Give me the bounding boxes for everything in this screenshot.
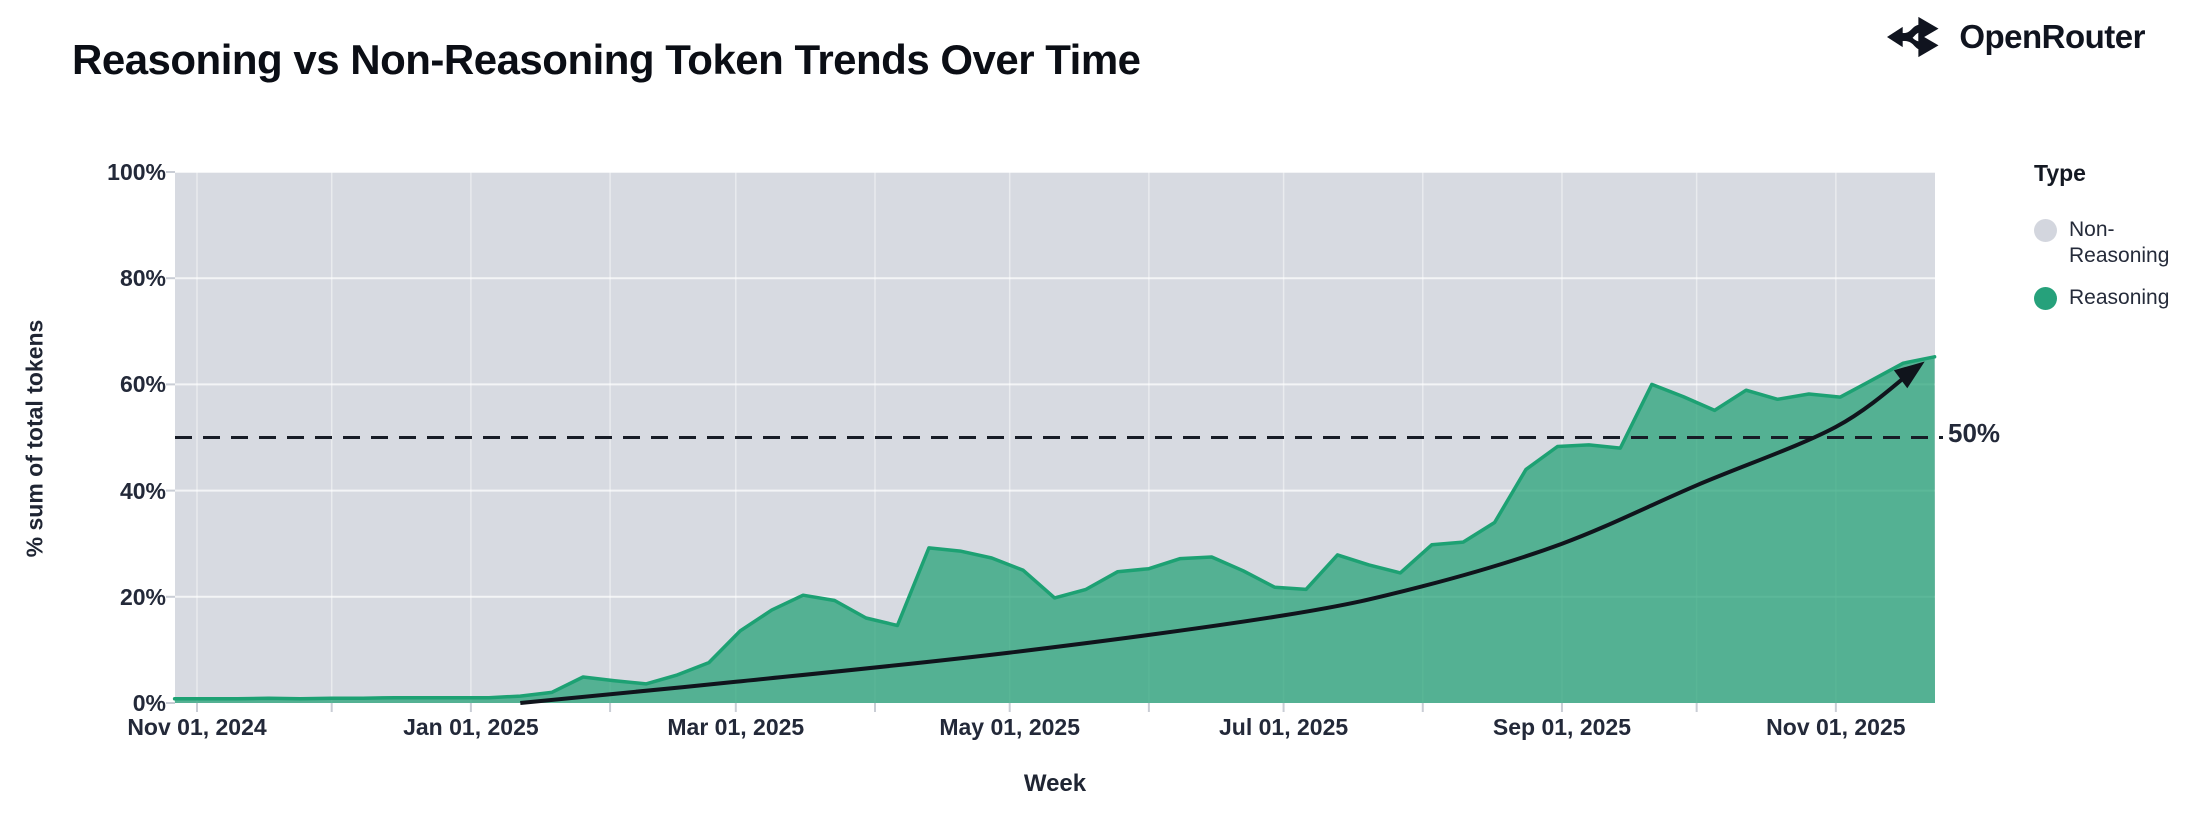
x-tick-label: Jul 01, 2025 bbox=[1219, 714, 1349, 740]
y-tick-label: 80% bbox=[119, 265, 166, 292]
reasoning-swatch bbox=[2034, 287, 2057, 310]
reasoning-area bbox=[174, 356, 1936, 703]
legend-item-reasoning[interactable]: Reasoning bbox=[2034, 285, 2198, 311]
x-tick-label: Nov 01, 2025 bbox=[1766, 714, 1906, 740]
x-tick-label: Nov 01, 2024 bbox=[127, 714, 267, 740]
y-tick-label: 20% bbox=[119, 583, 166, 610]
legend-label-reasoning: Reasoning bbox=[2069, 286, 2170, 309]
fifty-percent-label: 50% bbox=[1948, 417, 2001, 448]
y-tick-label: 40% bbox=[119, 477, 166, 504]
x-tick-label: May 01, 2025 bbox=[939, 714, 1081, 740]
non-reasoning-swatch bbox=[2034, 219, 2057, 242]
openrouter-logo-icon bbox=[1887, 12, 1943, 62]
x-tick-label: Mar 01, 2025 bbox=[667, 714, 805, 740]
y-tick-label: 100% bbox=[107, 159, 166, 185]
x-tick-label: Sep 01, 2025 bbox=[1492, 714, 1631, 740]
legend-label-non-reasoning: Non-Reasoning bbox=[2069, 218, 2170, 267]
legend: Type Non-Reasoning Reasoning bbox=[2034, 160, 2198, 327]
x-axis-label: Week bbox=[1023, 770, 1087, 797]
page-title: Reasoning vs Non-Reasoning Token Trends … bbox=[72, 36, 1141, 84]
reasoning-line bbox=[172, 355, 1937, 701]
trend-curve bbox=[520, 365, 1918, 705]
legend-title: Type bbox=[2034, 160, 2086, 186]
x-tick-label: Jan 01, 2025 bbox=[403, 714, 539, 740]
y-tick-label: 60% bbox=[119, 371, 166, 398]
y-tick-label: 0% bbox=[132, 690, 166, 716]
brand: OpenRouter bbox=[1887, 12, 2145, 62]
trend-arrowhead bbox=[1893, 361, 1925, 389]
legend-item-non-reasoning[interactable]: Non-Reasoning bbox=[2034, 217, 2198, 269]
brand-name: OpenRouter bbox=[1959, 18, 2145, 55]
